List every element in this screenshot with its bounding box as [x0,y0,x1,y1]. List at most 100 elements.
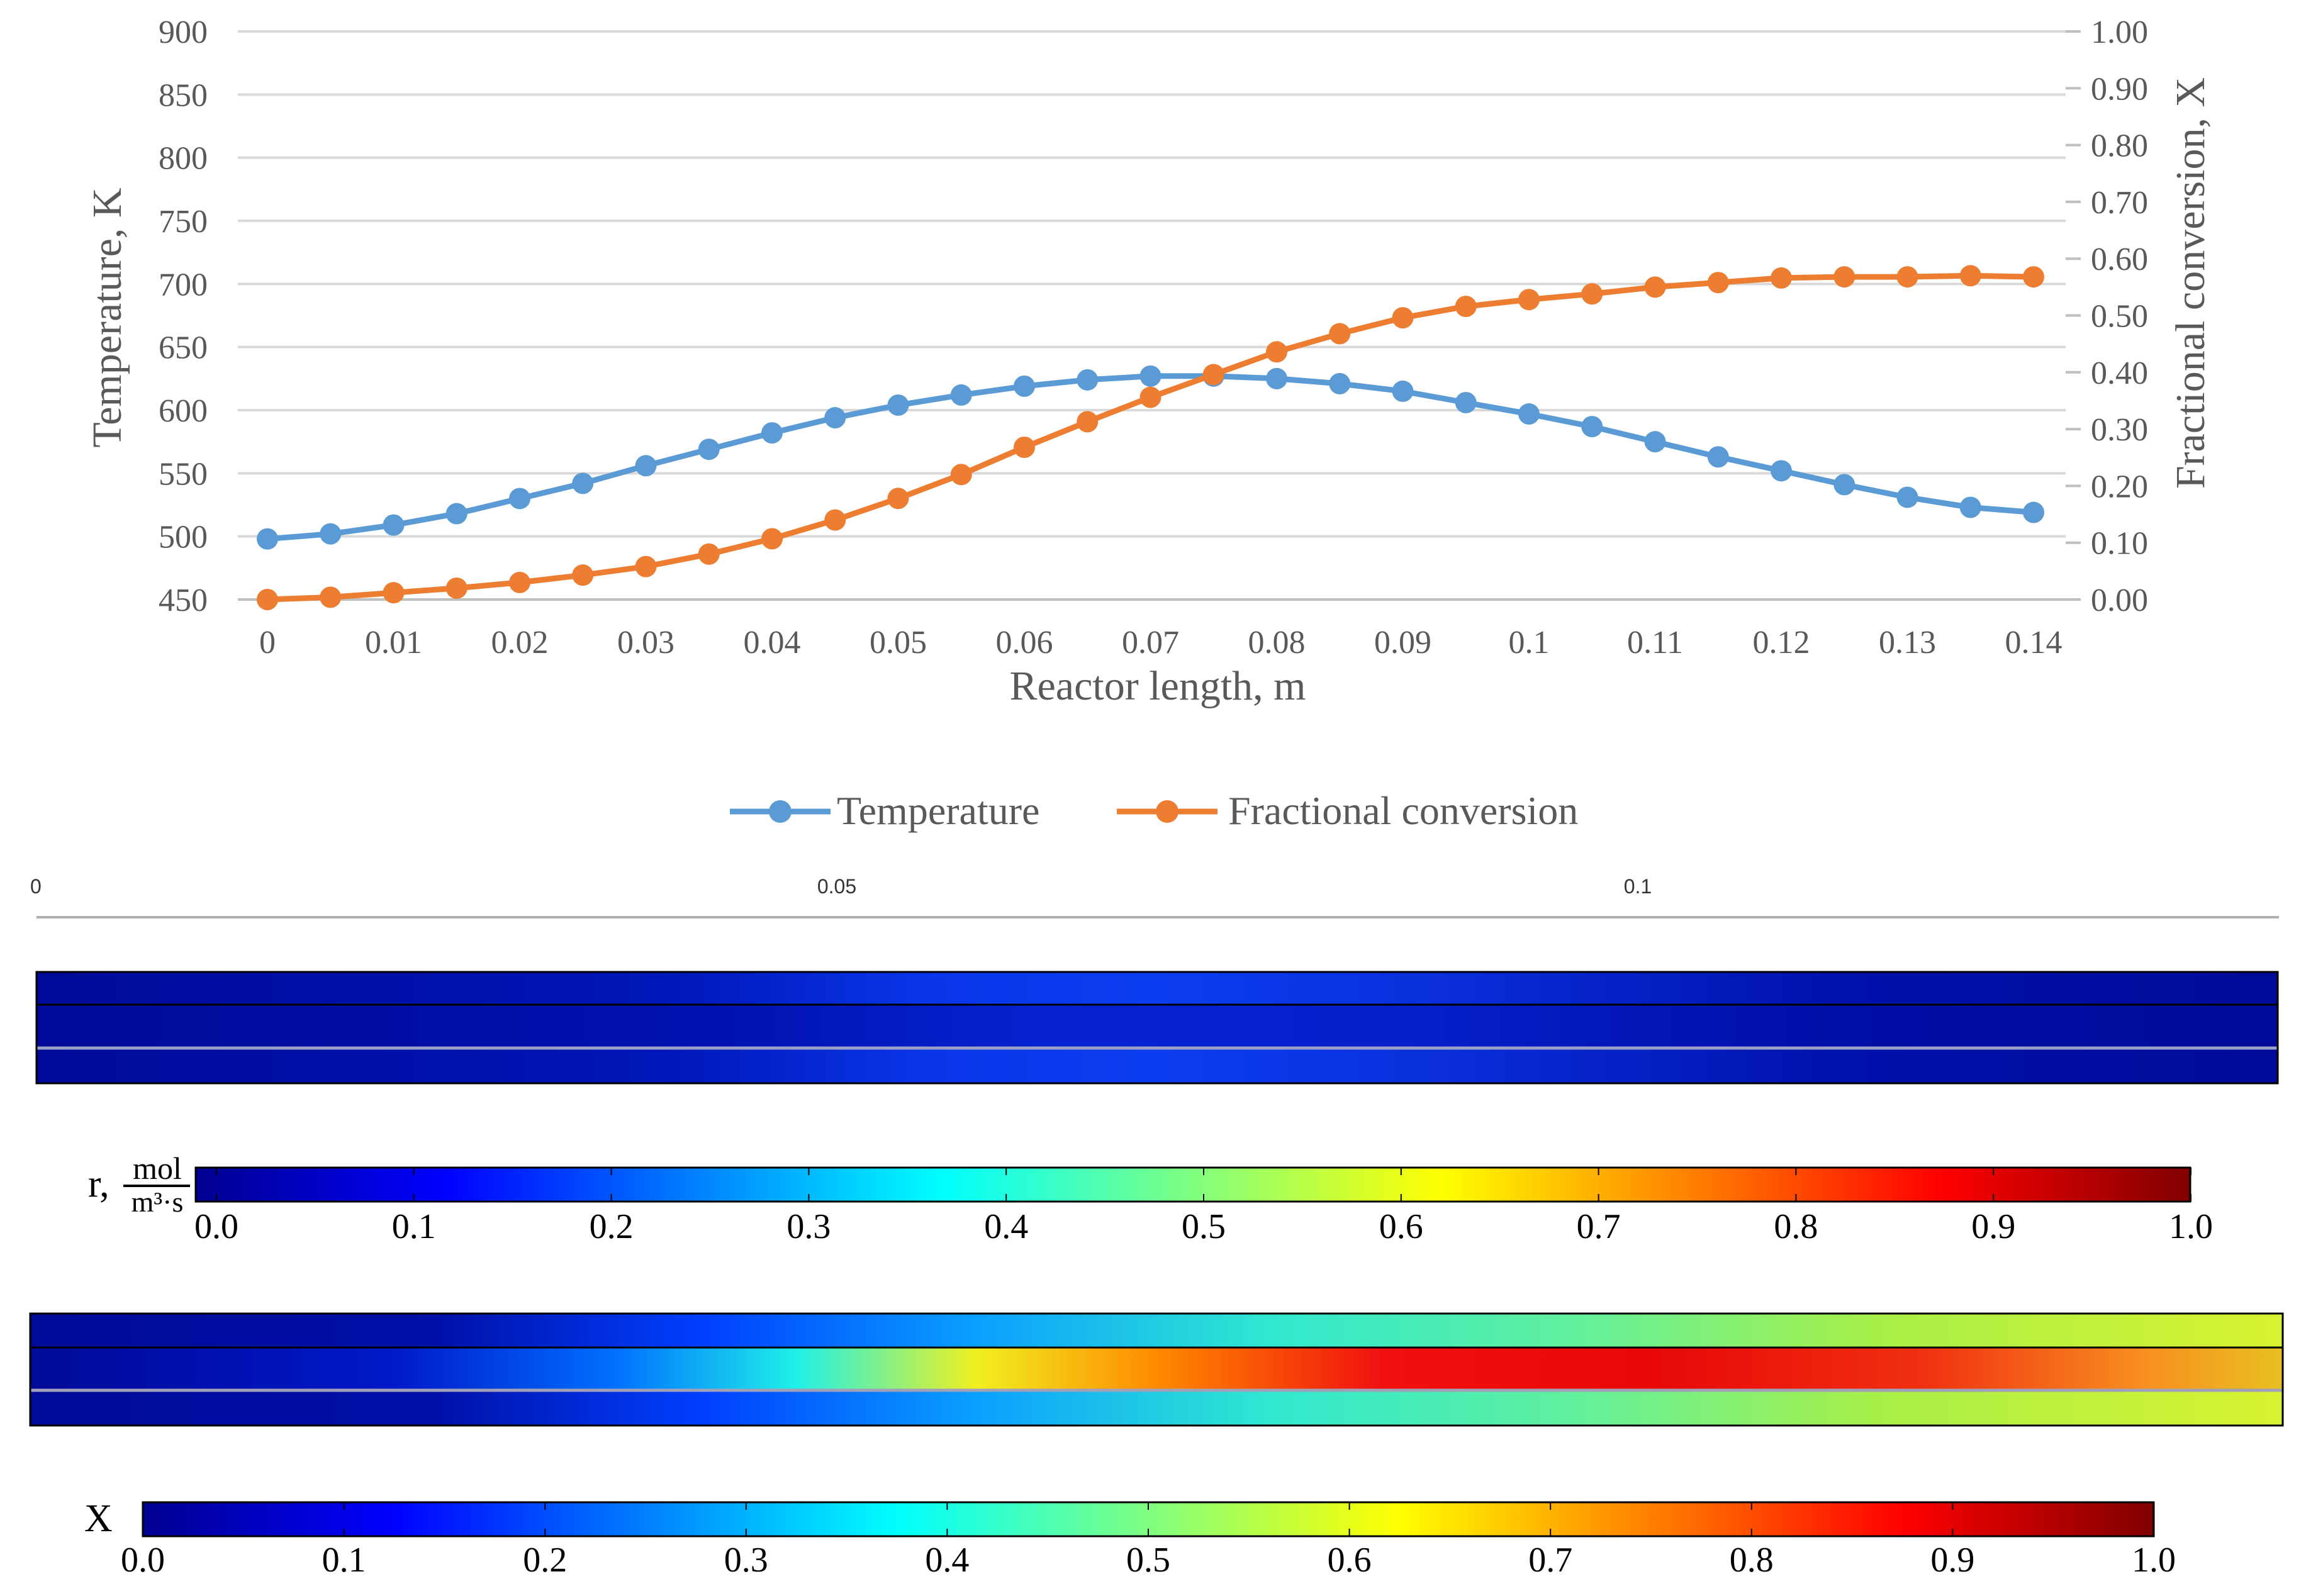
colorbar-tick-label: 0.0 [194,1207,238,1246]
series-line-fractional-conversion [267,272,2034,603]
data-point-temperature [1833,474,1855,496]
y-left-tick-label: 900 [159,14,208,50]
y-right-axis-title: Fractional conversion, X [2168,77,2214,489]
data-point-temperature [1959,496,1981,518]
y-left-tick-label: 500 [159,520,208,555]
data-point-fractional-conversion [1392,307,1414,329]
legend-item-temperature: Temperature [730,788,1039,833]
y-right-tick-label: 0.40 [2091,355,2148,391]
data-point-temperature [445,503,467,525]
data-point-temperature [383,514,405,536]
legend-marker-temperature [769,800,792,823]
colorbar-tick-label: 0.3 [724,1541,768,1580]
data-point-fractional-conversion [1771,267,1792,289]
data-point-temperature [635,455,657,477]
data-point-fractional-conversion [1833,266,1855,288]
rate-field-inner [36,1005,2278,1049]
data-point-temperature [1014,375,1035,397]
rate-colorbar-label-numerator: mol [133,1151,182,1186]
conversion-field-panel: X 0.0 0.1 0.2 0.3 0.4 0.5 0.6 0.7 0.8 0.9 1.0 [29,1312,2284,1580]
data-point-fractional-conversion [1581,283,1603,305]
y-left-tick-label: 850 [159,77,208,113]
colorbar-tick-label: 0.1 [322,1541,366,1580]
data-point-temperature [572,472,594,494]
conversion-field-inner [30,1348,2283,1390]
data-point-fractional-conversion [1959,265,1981,287]
data-point-fractional-conversion [1896,266,1918,288]
rate-field-outer-top [36,972,2278,1005]
data-point-temperature [320,523,342,545]
data-point-temperature [1644,431,1666,453]
rate-colorbar-label-denominator: m³·s [132,1186,184,1218]
data-point-fractional-conversion [1266,341,1287,363]
colorbar-tick-label: 0.2 [523,1541,567,1580]
colorbar-tick-label: 0.0 [121,1541,165,1580]
x-tick-label: 0.03 [617,625,674,661]
x-tick-label: 0.07 [1122,625,1179,661]
y-left-tick-label: 750 [159,204,208,240]
y-left-tick-label: 450 [159,583,208,618]
colorbar-tick-label: 0.1 [392,1207,436,1246]
colorbar-tick-label: 0.8 [1774,1207,1818,1246]
field-axis-tick-0: 0 [30,875,42,898]
rate-field-border [35,971,2279,1085]
data-point-fractional-conversion [1644,276,1666,298]
y-right-tick-label: 0.70 [2091,185,2148,221]
colorbar-tick-label: 0.9 [1971,1207,2015,1246]
series-layer [257,265,2044,610]
colorbar-tick-label: 0.4 [925,1541,969,1580]
colorbar-tick-label: 0.7 [1528,1541,1572,1580]
data-point-temperature [257,528,278,550]
x-tick-label: 0.12 [1753,625,1810,661]
x-tick-label: 0.11 [1627,625,1683,661]
x-tick-label: 0 [259,625,276,661]
data-point-fractional-conversion [2023,266,2044,288]
data-point-fractional-conversion [1518,289,1540,311]
colorbar-tick-label: 0.5 [1126,1541,1170,1580]
data-point-temperature [1329,372,1351,394]
colorbar-tick-label: 0.7 [1577,1207,1621,1246]
data-point-fractional-conversion [1329,323,1351,345]
data-point-temperature [824,407,846,429]
field-axis-tick-0.05: 0.05 [817,875,856,898]
y-left-tick-label: 800 [159,141,208,177]
data-point-fractional-conversion [1455,296,1477,318]
data-point-temperature [1266,367,1287,389]
legend-label-temperature: Temperature [837,788,1039,833]
y-right-tick-label: 0.10 [2091,526,2148,562]
y-right-tick-label: 0.60 [2091,242,2148,277]
data-point-fractional-conversion [635,555,657,578]
field-axis-tick-0.1: 0.1 [1624,875,1652,898]
data-point-temperature [761,422,783,444]
rate-field-outer-bottom [36,1049,2278,1083]
colorbar-tick-label: 0.5 [1182,1207,1226,1246]
legend-label-conversion: Fractional conversion [1228,788,1578,833]
colorbar-tick-label: 0.9 [1930,1541,1974,1580]
data-point-fractional-conversion [572,564,594,586]
data-point-fractional-conversion [950,464,972,486]
y-right-tick-label: 1.00 [2091,14,2148,50]
data-point-temperature [887,394,909,416]
data-point-fractional-conversion [698,543,720,565]
colorbar-tick-label: 0.3 [786,1207,831,1246]
y-right-tick-label: 0.30 [2091,412,2148,448]
data-point-fractional-conversion [445,577,467,599]
x-tick-label: 0.05 [870,625,927,661]
x-tick-label: 0.08 [1248,625,1306,661]
y-left-tick-label: 650 [159,330,208,366]
y-left-axis-title: Temperature, K [84,187,130,447]
line-chart: 0 0.01 0.02 0.03 0.04 0.05 0.06 0.07 0.08 0.09 0.1… [84,14,2214,709]
data-point-fractional-conversion [1014,436,1035,458]
conversion-colorbar-ticks: 0.0 0.1 0.2 0.3 0.4 0.5 0.6 0.7 0.8 0.9 1.0 [121,1502,2176,1580]
gridlines [238,30,2066,538]
data-point-fractional-conversion [824,509,846,531]
y-right-tick-labels: 0.00 0.10 0.20 0.30 0.40 0.50 0.60 0.70 0.80 0.90… [2066,14,2148,618]
data-point-temperature [950,384,972,406]
data-point-temperature [1455,391,1477,413]
data-point-fractional-conversion [1707,272,1729,294]
colorbar-tick-label: 0.6 [1379,1207,1423,1246]
data-point-temperature [1077,369,1099,391]
colorbar-tick-label: 0.4 [984,1207,1028,1246]
y-right-tick-label: 0.50 [2091,299,2148,335]
colorbar-tick-label: 0.2 [590,1207,634,1246]
